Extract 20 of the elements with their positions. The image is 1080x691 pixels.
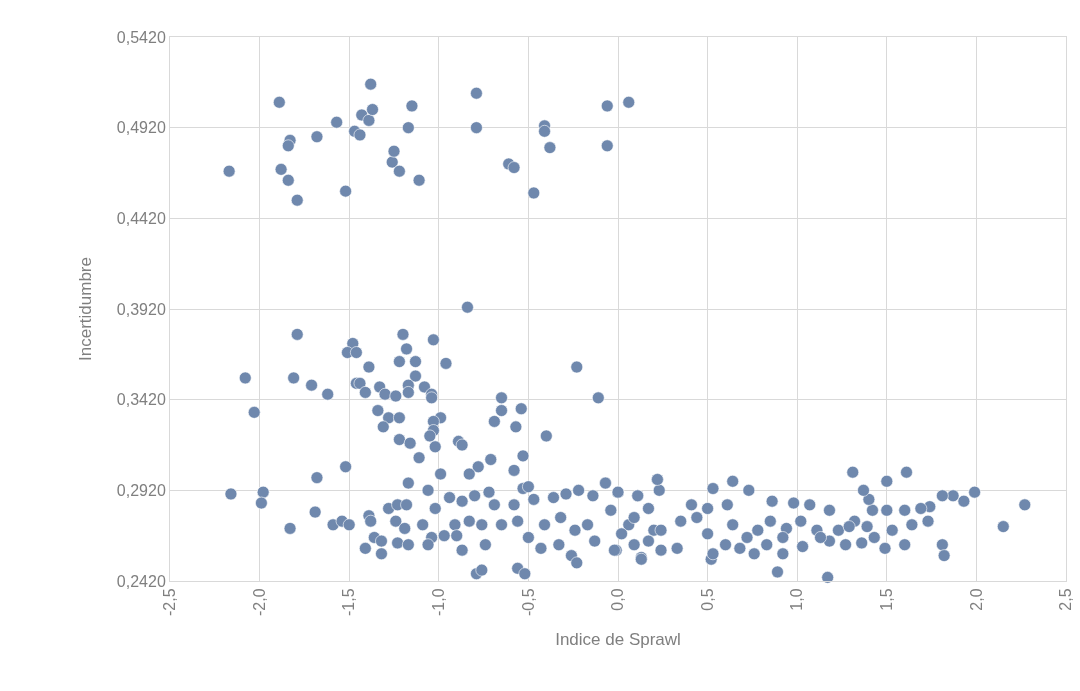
x-tick-label: 1,0: [788, 588, 806, 611]
x-tick-label: -1,5: [340, 588, 358, 616]
y-tick-label: 0,4920: [116, 119, 166, 137]
x-tick-label: -1,0: [430, 588, 447, 616]
y-tick-label: 0,3920: [116, 300, 166, 318]
x-axis-title: Indice de Sprawl: [555, 630, 681, 650]
x-tick-label: 0,0: [609, 588, 627, 611]
y-tick-label: 0,4420: [116, 209, 166, 227]
x-tick-label: 1,5: [878, 588, 895, 611]
x-tick-label: -0,5: [519, 588, 537, 616]
y-tick-label: 0,2420: [116, 572, 166, 590]
x-tick-label: -2,0: [250, 588, 268, 616]
x-tick-label: 2,0: [967, 588, 985, 611]
y-tick-label: 0,2920: [116, 481, 166, 499]
y-axis-title: Incertidumbre: [76, 257, 96, 361]
x-tick-label: 0,5: [698, 588, 716, 611]
x-tick-label: 2,5: [1057, 588, 1075, 611]
y-tick-label: 0,3420: [116, 391, 166, 409]
x-tick-label: -2,5: [161, 588, 179, 616]
y-tick-label: 0,5420: [116, 28, 166, 46]
